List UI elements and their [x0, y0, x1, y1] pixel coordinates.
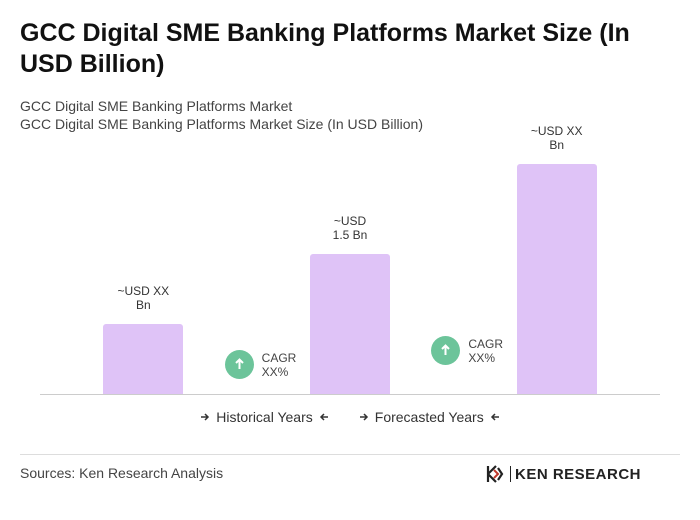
logo: KEN RESEARCH — [486, 464, 641, 484]
value-label: ~USD 1.5 Bn — [332, 213, 368, 242]
subtitle: GCC Digital SME Banking Platforms Market — [20, 98, 293, 114]
value-label: ~USD XX Bn — [117, 283, 170, 312]
baseline — [40, 394, 660, 395]
arrow-icon — [490, 413, 499, 421]
legend-label: Historical Years — [216, 409, 313, 425]
legend-label: Forecasted Years — [374, 409, 484, 425]
logo-text: KEN RESEARCH — [515, 465, 642, 483]
arrow-icon — [319, 413, 328, 421]
cagr-icon — [431, 336, 461, 365]
arrow-up — [441, 344, 451, 355]
arrow-icon — [359, 413, 368, 421]
arrow-up — [234, 358, 244, 369]
source: Sources: Ken Research Analysis — [20, 465, 224, 481]
cagr-label: CAGR XX% — [468, 337, 503, 365]
cagr-icon — [224, 350, 254, 379]
arrow-icon — [201, 413, 210, 421]
bar — [103, 323, 184, 394]
legend: Historical Years Forecasted Years — [0, 409, 700, 425]
logo-separator — [510, 466, 511, 482]
logo-icon — [486, 465, 504, 483]
bar — [310, 253, 390, 394]
legend-item: Historical Years — [200, 409, 329, 425]
value-label: ~USD XX Bn — [530, 124, 583, 152]
chart-title: GCC Digital SME Banking Platforms Market… — [20, 19, 630, 78]
cagr-label: CAGR XX% — [261, 351, 297, 379]
subtitle: GCC Digital SME Banking Platforms Market… — [20, 116, 424, 132]
divider — [20, 454, 680, 455]
legend-item: Forecasted Years — [359, 409, 500, 425]
bar — [516, 164, 597, 394]
